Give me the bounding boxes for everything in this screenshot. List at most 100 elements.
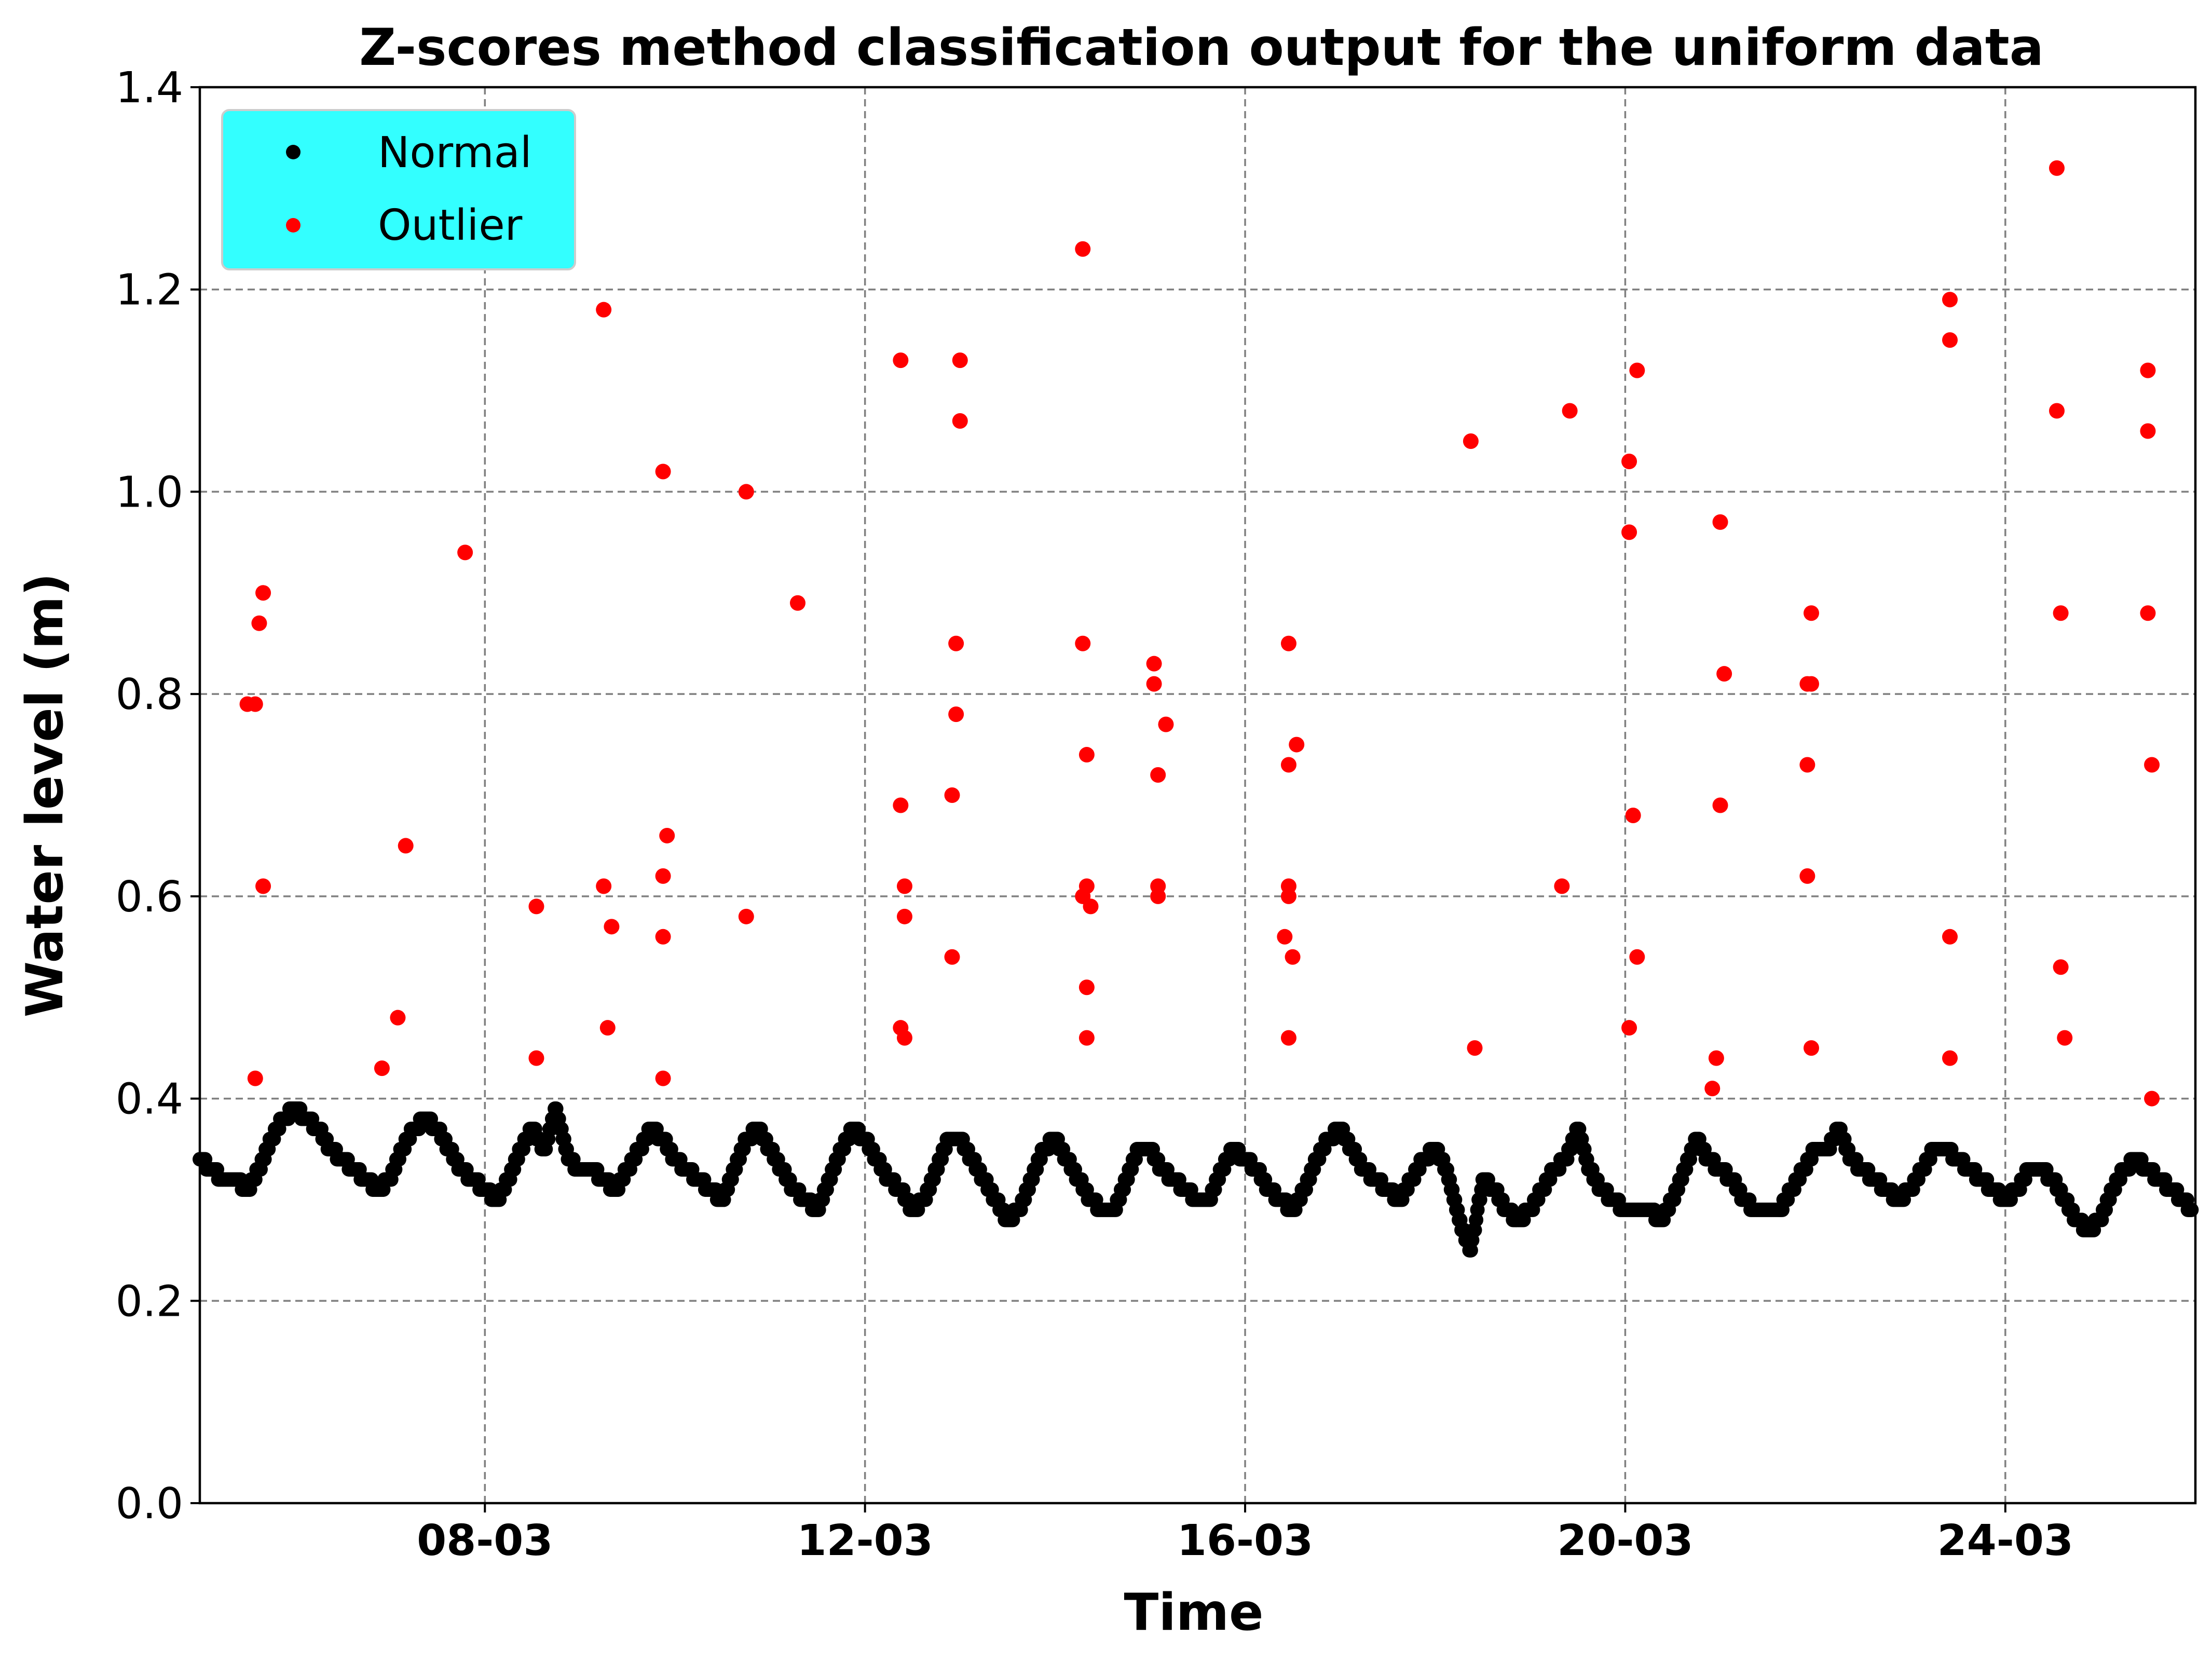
outlier-point bbox=[247, 696, 263, 712]
outlier-point bbox=[1799, 868, 1815, 884]
outlier-point bbox=[2053, 605, 2069, 621]
outlier-point bbox=[1280, 757, 1296, 773]
outlier-series bbox=[239, 160, 2160, 1107]
outlier-point bbox=[1712, 797, 1728, 813]
outlier-point bbox=[1629, 949, 1645, 965]
outlier-point bbox=[2140, 605, 2156, 621]
outlier-point bbox=[948, 706, 964, 723]
outlier-point bbox=[1621, 524, 1637, 540]
y-tick-label: 1.2 bbox=[116, 266, 183, 315]
outlier-point bbox=[1621, 1020, 1637, 1036]
outlier-point bbox=[604, 919, 620, 935]
outlier-point bbox=[1467, 1040, 1483, 1056]
outlier-point bbox=[896, 878, 912, 894]
outlier-point bbox=[1078, 979, 1095, 996]
outlier-point bbox=[1803, 1040, 1819, 1056]
y-tick-label: 0.2 bbox=[116, 1277, 183, 1326]
outlier-point bbox=[390, 1010, 406, 1026]
outlier-point bbox=[1150, 888, 1166, 904]
outlier-point bbox=[1078, 747, 1095, 763]
outlier-point bbox=[1289, 737, 1305, 753]
outlier-point bbox=[952, 352, 968, 369]
outlier-point bbox=[1150, 767, 1166, 783]
outlier-point bbox=[1799, 757, 1815, 773]
outlier-point bbox=[2057, 1030, 2073, 1046]
plot-area-frame bbox=[198, 86, 2197, 1505]
outlier-point bbox=[1158, 716, 1174, 732]
outlier-point bbox=[1280, 888, 1296, 904]
outlier-point bbox=[1554, 878, 1570, 894]
outlier-point bbox=[1075, 635, 1091, 651]
outlier-point bbox=[2049, 160, 2065, 176]
outlier-point bbox=[896, 1030, 912, 1046]
y-tick-label: 0.4 bbox=[116, 1075, 183, 1124]
outlier-point bbox=[2144, 757, 2160, 773]
outlier-point bbox=[1078, 1030, 1095, 1046]
outlier-point bbox=[1803, 605, 1819, 621]
outlier-point bbox=[1146, 656, 1162, 672]
y-tick-label: 0.0 bbox=[116, 1479, 183, 1529]
y-axis-ticks: 0.0 0.2 0.4 0.6 0.8 1.0 1.2 1.4 bbox=[116, 63, 200, 1529]
outlier-point bbox=[1708, 1050, 1724, 1066]
outlier-point bbox=[1942, 332, 1958, 348]
outlier-point bbox=[457, 544, 473, 561]
outlier-point bbox=[255, 585, 271, 601]
outlier-point bbox=[1277, 929, 1293, 945]
outlier-point bbox=[1562, 403, 1578, 419]
outlier-point bbox=[2140, 423, 2156, 439]
outlier-point bbox=[2140, 362, 2156, 378]
outlier-point bbox=[1716, 666, 1732, 682]
outlier-point bbox=[896, 908, 912, 924]
normal-series bbox=[193, 1101, 2199, 1258]
outlier-point bbox=[1625, 807, 1641, 823]
x-tick-label: 24-03 bbox=[1937, 1516, 2073, 1565]
outlier-point bbox=[251, 615, 267, 631]
outlier-point bbox=[944, 787, 960, 803]
outlier-point bbox=[1075, 241, 1091, 257]
outlier-point bbox=[528, 898, 544, 915]
legend: Normal Outlier bbox=[221, 109, 576, 270]
outlier-point bbox=[2053, 959, 2069, 975]
chart-title: Z-scores method classification output fo… bbox=[359, 18, 2044, 77]
outlier-point bbox=[596, 302, 612, 318]
outlier-point bbox=[1629, 362, 1645, 378]
outlier-point bbox=[255, 878, 271, 894]
outlier-point bbox=[1078, 878, 1095, 894]
outlier-point bbox=[738, 484, 754, 500]
outlier-point bbox=[596, 878, 612, 894]
y-tick-label: 1.0 bbox=[116, 468, 183, 517]
outlier-point bbox=[952, 413, 968, 429]
x-tick-label: 20-03 bbox=[1557, 1516, 1693, 1565]
outlier-point bbox=[1704, 1081, 1721, 1097]
outlier-point bbox=[1803, 676, 1819, 692]
outlier-point bbox=[1280, 635, 1296, 651]
outlier-point bbox=[528, 1050, 544, 1066]
outlier-point bbox=[1146, 676, 1162, 692]
outlier-point bbox=[655, 464, 671, 480]
outlier-point bbox=[893, 352, 909, 369]
outlier-point bbox=[655, 1070, 671, 1086]
x-tick-label: 12-03 bbox=[797, 1516, 933, 1565]
outlier-point bbox=[2144, 1091, 2160, 1107]
x-tick-label: 16-03 bbox=[1177, 1516, 1313, 1565]
outlier-point bbox=[893, 797, 909, 813]
outlier-point bbox=[1942, 929, 1958, 945]
outlier-point bbox=[1942, 292, 1958, 308]
legend-label-outlier: Outlier bbox=[378, 201, 523, 250]
outlier-point bbox=[1280, 1030, 1296, 1046]
outlier-point bbox=[659, 827, 675, 843]
y-tick-label: 0.6 bbox=[116, 873, 183, 922]
grid-lines bbox=[200, 87, 2195, 1503]
outlier-point bbox=[1083, 898, 1099, 915]
legend-label-normal: Normal bbox=[378, 128, 532, 178]
outlier-point bbox=[247, 1070, 263, 1086]
outlier-point bbox=[944, 949, 960, 965]
legend-box bbox=[221, 109, 576, 270]
legend-marker-outlier bbox=[286, 218, 301, 233]
outlier-point bbox=[655, 868, 671, 884]
outlier-point bbox=[1942, 1050, 1958, 1066]
outlier-point bbox=[1712, 514, 1728, 530]
outlier-point bbox=[599, 1020, 616, 1036]
